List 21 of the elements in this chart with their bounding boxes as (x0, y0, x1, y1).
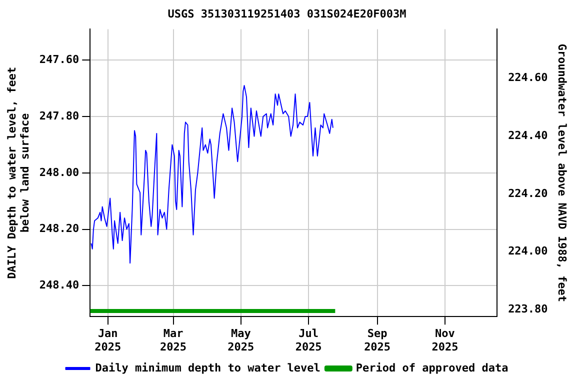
y-tick-label: 248.40 (39, 278, 80, 292)
legend-label: Period of approved data (356, 361, 508, 374)
y2-tick-label: 223.80 (508, 302, 548, 316)
y2-tick-label: 224.00 (508, 244, 548, 258)
y-tick-label: 247.80 (39, 109, 80, 122)
x-tick-label: Sep 2025 (364, 327, 391, 354)
x-tick-label: May 2025 (228, 327, 254, 354)
y-axis-title: DAILY Depth to water level, feet below land surface (5, 66, 32, 279)
x-tick-label: Jul 2025 (295, 327, 322, 354)
chart-title: USGS 351303119251403 031S024E20F003M (168, 7, 407, 20)
legend-label: Daily minimum depth to water level (95, 361, 320, 374)
y2-tick-label: 224.60 (508, 71, 548, 84)
x-tick-label: Jan 2025 (94, 327, 122, 354)
y2-axis-title: Groundwater level above NAVD 1988, feet (556, 44, 569, 302)
x-tick-label: Mar 2025 (160, 327, 187, 354)
y2-tick-label: 224.40 (508, 129, 548, 142)
y2-tick-label: 224.20 (508, 186, 548, 200)
y-tick-label: 247.60 (39, 53, 80, 66)
y-tick-label: 248.20 (39, 222, 80, 236)
x-tick-label: Nov 2025 (432, 327, 458, 354)
y-tick-label: 248.00 (39, 166, 80, 179)
